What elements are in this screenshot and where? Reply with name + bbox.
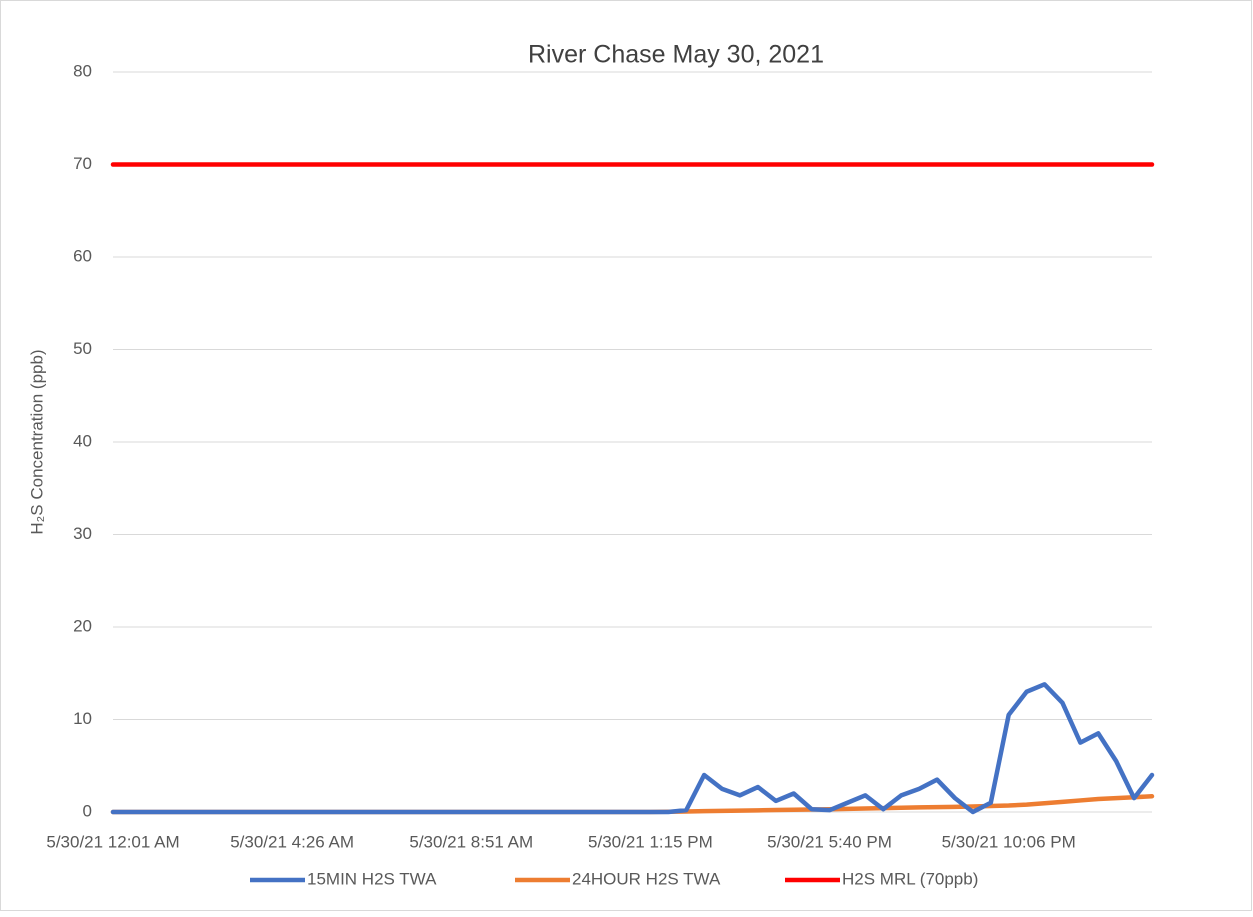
y-tick-label: 80 (73, 61, 92, 80)
x-tick-label: 5/30/21 10:06 PM (942, 832, 1076, 851)
y-tick-label: 70 (73, 154, 92, 173)
x-tick-label: 5/30/21 8:51 AM (409, 832, 533, 851)
y-tick-label: 60 (73, 246, 92, 265)
legend-label: 15MIN H2S TWA (307, 869, 437, 888)
y-tick-label: 50 (73, 339, 92, 358)
y-tick-label: 0 (83, 801, 92, 820)
y-tick-label: 40 (73, 431, 92, 450)
legend-label: H2S MRL (70ppb) (842, 869, 978, 888)
chart-title: River Chase May 30, 2021 (528, 41, 824, 69)
y-axis-label: H₂S Concentration (ppb) (27, 349, 46, 534)
y-tick-label: 20 (73, 616, 92, 635)
x-tick-label: 5/30/21 4:26 AM (230, 832, 354, 851)
y-tick-label: 30 (73, 524, 92, 543)
x-tick-label: 5/30/21 1:15 PM (588, 832, 713, 851)
series-line (110, 682, 1155, 815)
x-tick-label: 5/30/21 5:40 PM (767, 832, 892, 851)
x-tick-label: 5/30/21 12:01 AM (46, 832, 179, 851)
legend-label: 24HOUR H2S TWA (572, 869, 721, 888)
y-tick-label: 10 (73, 709, 92, 728)
